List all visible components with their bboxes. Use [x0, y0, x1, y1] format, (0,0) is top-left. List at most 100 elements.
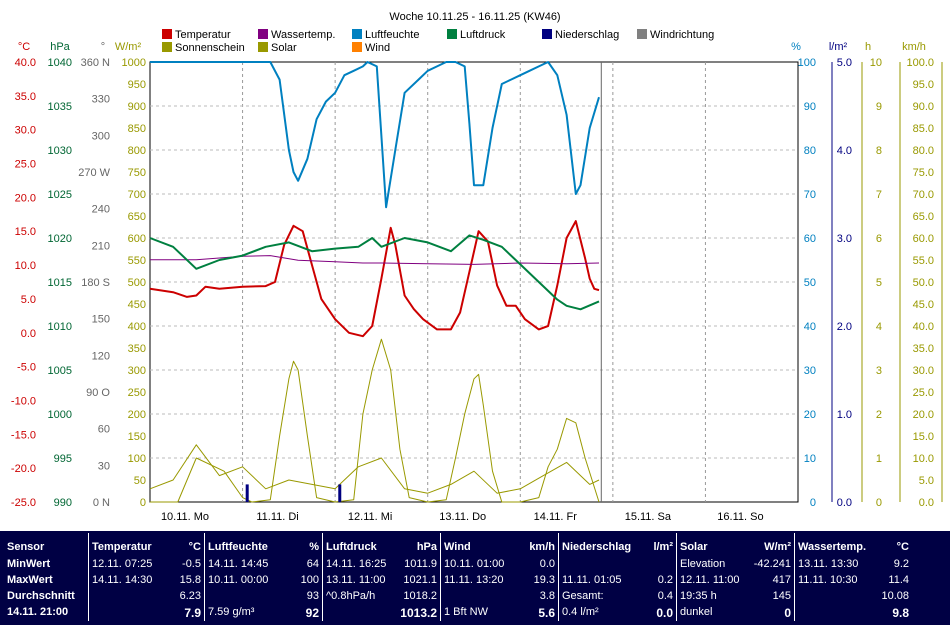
- solar-tick-label: 50: [134, 475, 146, 487]
- series: [149, 61, 600, 503]
- sun-tick-label: 4: [876, 321, 882, 333]
- humidity-tick-label: 30: [804, 365, 816, 377]
- pressure-tick-label: 1000: [48, 409, 72, 421]
- col-temp: Temperatur °C 12.11. 07:25 -0.5 14.11. 14:…: [88, 533, 204, 621]
- time: 12.11. 07:25: [92, 558, 153, 570]
- humidity-tick-label: 100: [798, 57, 816, 69]
- label: 0.4 l/m²: [562, 606, 599, 618]
- winddir-tick-label: 0 N: [93, 497, 110, 509]
- legend-swatch: [162, 29, 172, 39]
- pressure-tick-label: 990: [54, 497, 72, 509]
- sun-tick-label: 2: [876, 409, 882, 421]
- unit: °C: [188, 541, 201, 553]
- winddir-tick-label: 180 S: [81, 277, 110, 289]
- label: ^0.8hPa/h: [326, 590, 376, 602]
- time: 14.11. 14:45: [208, 558, 269, 570]
- legend-label: Wind: [365, 42, 390, 54]
- label: 1 Bft NW: [444, 606, 489, 618]
- temp-tick-label: 40.0: [15, 57, 36, 69]
- label: Wassertemp.: [798, 541, 867, 553]
- time: 10.11. 01:00: [444, 558, 505, 570]
- value: 19.3: [533, 574, 555, 586]
- pressure-axis-unit: hPa: [50, 41, 70, 53]
- solar-tick-label: 600: [128, 233, 146, 245]
- solar-tick-label: 200: [128, 409, 146, 421]
- rain-bar: [338, 484, 342, 502]
- col-watertemp: Wassertemp. °C 13.11. 13:30 9.2 11.11. 10:…: [794, 533, 912, 621]
- temp-tick-label: -5.0: [17, 362, 36, 374]
- rain-tick-label: 1.0: [837, 409, 852, 421]
- time: 14.11. 14:30: [92, 574, 153, 586]
- x-tick-label: 15.11. Sa: [625, 511, 672, 523]
- solar-tick-label: 700: [128, 189, 146, 201]
- solar-tick-label: 550: [128, 255, 146, 267]
- rain-bar: [245, 484, 249, 502]
- wind-tick-label: 100.0: [906, 57, 934, 69]
- solar-tick-label: 300: [128, 365, 146, 377]
- value: 3.8: [539, 590, 555, 602]
- value: 9.8: [892, 606, 909, 620]
- solar-tick-label: 800: [128, 145, 146, 157]
- solar-axis-unit: W/m²: [115, 41, 142, 53]
- label: MaxWert: [7, 574, 53, 586]
- wind-tick-label: 95.0: [913, 79, 934, 91]
- wind-tick-label: 70.0: [913, 189, 934, 201]
- sun-tick-label: 8: [876, 145, 882, 157]
- winddir-tick-label: 210: [92, 240, 110, 252]
- temp-tick-label: -25.0: [11, 497, 36, 509]
- winddir-tick-label: 120: [92, 350, 110, 362]
- value: -42.241: [753, 558, 791, 570]
- value: 0.0: [539, 558, 555, 570]
- pressure-tick-label: 1020: [48, 233, 72, 245]
- winddir-tick-label: 360 N: [81, 57, 110, 69]
- solar-tick-label: 0: [140, 497, 146, 509]
- legend-swatch: [637, 29, 647, 39]
- series-line-wind: [149, 444, 600, 494]
- value: 417: [772, 574, 791, 586]
- winddir-tick-label: 330: [92, 94, 110, 106]
- humidity-tick-label: 50: [804, 277, 816, 289]
- col-sensor: Sensor MinWert MaxWert Durchschnitt 14.1…: [2, 533, 88, 621]
- wind-tick-label: 60.0: [913, 233, 934, 245]
- wind-tick-label: 15.0: [913, 431, 934, 443]
- rain-tick-label: 4.0: [837, 145, 852, 157]
- value: 5.6: [538, 606, 555, 620]
- label: Luftfeuchte: [208, 541, 268, 553]
- legend-label: Temperatur: [175, 29, 231, 41]
- temp-tick-label: -20.0: [11, 463, 36, 475]
- label: MinWert: [7, 558, 51, 570]
- solar-tick-label: 450: [128, 299, 146, 311]
- pressure-tick-label: 1005: [48, 365, 72, 377]
- pressure-tick-label: 1035: [48, 101, 72, 113]
- winddir-tick-label: 90 O: [86, 387, 110, 399]
- unit: °C: [896, 541, 909, 553]
- unit: hPa: [416, 541, 437, 553]
- legend-swatch: [258, 29, 268, 39]
- label: Durchschnitt: [7, 590, 75, 602]
- label: Niederschlag: [562, 541, 632, 553]
- sun-tick-label: 9: [876, 101, 882, 113]
- value: 64: [306, 558, 319, 570]
- sun-tick-label: 3: [876, 365, 882, 377]
- pressure-tick-label: 1015: [48, 277, 72, 289]
- wind-tick-label: 5.0: [919, 475, 934, 487]
- legend-label: Niederschlag: [555, 29, 619, 41]
- wind-axis-unit: km/h: [902, 41, 926, 53]
- time: 11.11. 10:30: [798, 574, 858, 586]
- label: Solar: [680, 541, 708, 553]
- temp-tick-label: 0.0: [21, 328, 36, 340]
- temp-tick-label: 5.0: [21, 294, 36, 306]
- solar-tick-label: 150: [128, 431, 146, 443]
- winddir-tick-label: 270 W: [78, 167, 110, 179]
- value: 1018.2: [403, 590, 437, 602]
- legend: Temperatur Wassertemp. Luftfeuchte Luftdruc…: [162, 29, 714, 54]
- value: 1011.9: [404, 558, 437, 570]
- pressure-tick-label: 995: [54, 453, 72, 465]
- label: dunkel: [680, 606, 713, 618]
- humidity-tick-label: 80: [804, 145, 816, 157]
- temp-tick-label: -10.0: [11, 395, 36, 407]
- value: 92: [305, 606, 319, 620]
- pressure-tick-label: 1010: [48, 321, 72, 333]
- solar-tick-label: 500: [128, 277, 146, 289]
- series-line-luftfeuchte: [150, 61, 600, 209]
